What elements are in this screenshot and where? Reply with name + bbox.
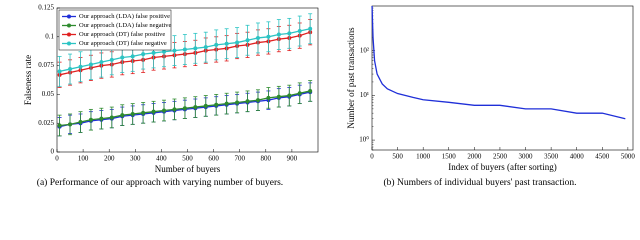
legend-marker	[67, 41, 71, 46]
x-tick-label: 200	[104, 155, 115, 163]
marker	[287, 93, 292, 98]
x-axis-label: Index of buyers (after sorting)	[448, 162, 556, 172]
marker	[141, 52, 146, 57]
marker	[99, 60, 104, 65]
marker	[266, 95, 271, 100]
x-tick-label: 4000	[570, 153, 585, 161]
marker	[255, 35, 260, 40]
marker	[151, 50, 156, 55]
marker	[224, 41, 229, 46]
marker	[297, 91, 302, 96]
marker	[109, 57, 114, 62]
x-tick-label: 100	[78, 155, 89, 163]
legend-marker	[67, 14, 71, 19]
legend-marker	[67, 23, 71, 28]
x-tick-label: 2500	[493, 153, 508, 161]
marker	[297, 29, 302, 34]
marker	[245, 99, 250, 104]
marker	[162, 108, 167, 113]
marker	[120, 55, 125, 60]
marker	[266, 34, 271, 39]
x-tick-label: 0	[370, 153, 374, 161]
marker	[308, 26, 313, 31]
marker	[151, 109, 156, 114]
y-tick-label: 10²	[360, 46, 369, 54]
marker	[162, 49, 167, 54]
caption: (b) Numbers of individual buyers' past t…	[384, 177, 577, 188]
marker	[276, 94, 281, 99]
plot-area	[371, 5, 634, 151]
marker	[88, 62, 93, 67]
marker	[130, 111, 135, 116]
marker	[203, 103, 208, 108]
legend-label: Our approach (DT) false positive	[79, 31, 165, 38]
marker	[182, 47, 187, 52]
marker	[214, 102, 219, 107]
x-tick-label: 800	[261, 155, 272, 163]
y-tick-label: 0.025	[38, 119, 54, 127]
legend-label: Our approach (LDA) false positive	[79, 13, 170, 20]
x-tick-label: 1500	[442, 153, 457, 161]
marker	[68, 122, 73, 127]
x-tick-label: 1000	[416, 153, 431, 161]
marker	[172, 107, 177, 112]
marker	[255, 98, 260, 103]
marker	[224, 101, 229, 106]
marker	[57, 69, 62, 74]
marker	[214, 42, 219, 47]
x-tick-label: 600	[208, 155, 219, 163]
marker	[78, 120, 83, 125]
y-axis-label: Falseness rate	[23, 55, 33, 105]
x-axis-label: Number of buyers	[155, 164, 221, 174]
marker	[235, 40, 240, 45]
x-tick-label: 2000	[467, 153, 482, 161]
marker	[245, 38, 250, 43]
marker	[193, 46, 198, 51]
series-line	[371, 5, 626, 120]
x-tick-label: 3000	[519, 153, 534, 161]
y-tick-label: 0	[51, 148, 55, 156]
x-tick-label: 500	[392, 153, 403, 161]
marker	[57, 123, 62, 128]
y-tick-label: 0.1	[45, 32, 54, 40]
marker	[276, 32, 281, 37]
y-axis-label: Number of past transactions	[346, 27, 356, 129]
y-tick-label: 0.075	[38, 61, 54, 69]
x-tick-label: 0	[55, 155, 59, 163]
marker	[287, 31, 292, 36]
marker	[172, 48, 177, 53]
marker	[193, 105, 198, 110]
figure: 0 100 200 300 400 500 600 700 800 900 0 0.025 0.05 0.…	[23, 4, 636, 189]
x-tick-label: 5000	[621, 153, 636, 161]
y-tick-label: 0.125	[38, 4, 54, 12]
marker	[235, 100, 240, 105]
legend-label: Our approach (LDA) false negative	[79, 22, 172, 29]
legend-box	[58, 9, 172, 51]
x-tick-label: 4500	[595, 153, 610, 161]
x-tick-label: 500	[182, 155, 193, 163]
marker	[130, 54, 135, 59]
marker	[78, 64, 83, 69]
caption: (a) Performance of our approach with var…	[37, 177, 283, 188]
legend-marker	[67, 32, 71, 37]
y-tick-label: 10¹	[360, 91, 369, 99]
marker	[99, 116, 104, 121]
x-tick-label: 900	[287, 155, 298, 163]
marker	[68, 67, 73, 72]
x-tick-label: 400	[156, 155, 167, 163]
marker	[109, 115, 114, 120]
legend-label: Our approach (DT) false negative	[79, 40, 167, 47]
marker	[141, 110, 146, 115]
x-tick-label: 300	[130, 155, 141, 163]
y-tick-label: 10⁰	[359, 136, 369, 144]
y-tick-label: 0.05	[42, 90, 55, 98]
marker	[182, 106, 187, 111]
marker	[88, 117, 93, 122]
x-tick-label: 700	[234, 155, 245, 163]
marker	[308, 88, 313, 93]
marker	[203, 45, 208, 50]
marker	[120, 113, 125, 118]
x-tick-label: 3500	[544, 153, 559, 161]
